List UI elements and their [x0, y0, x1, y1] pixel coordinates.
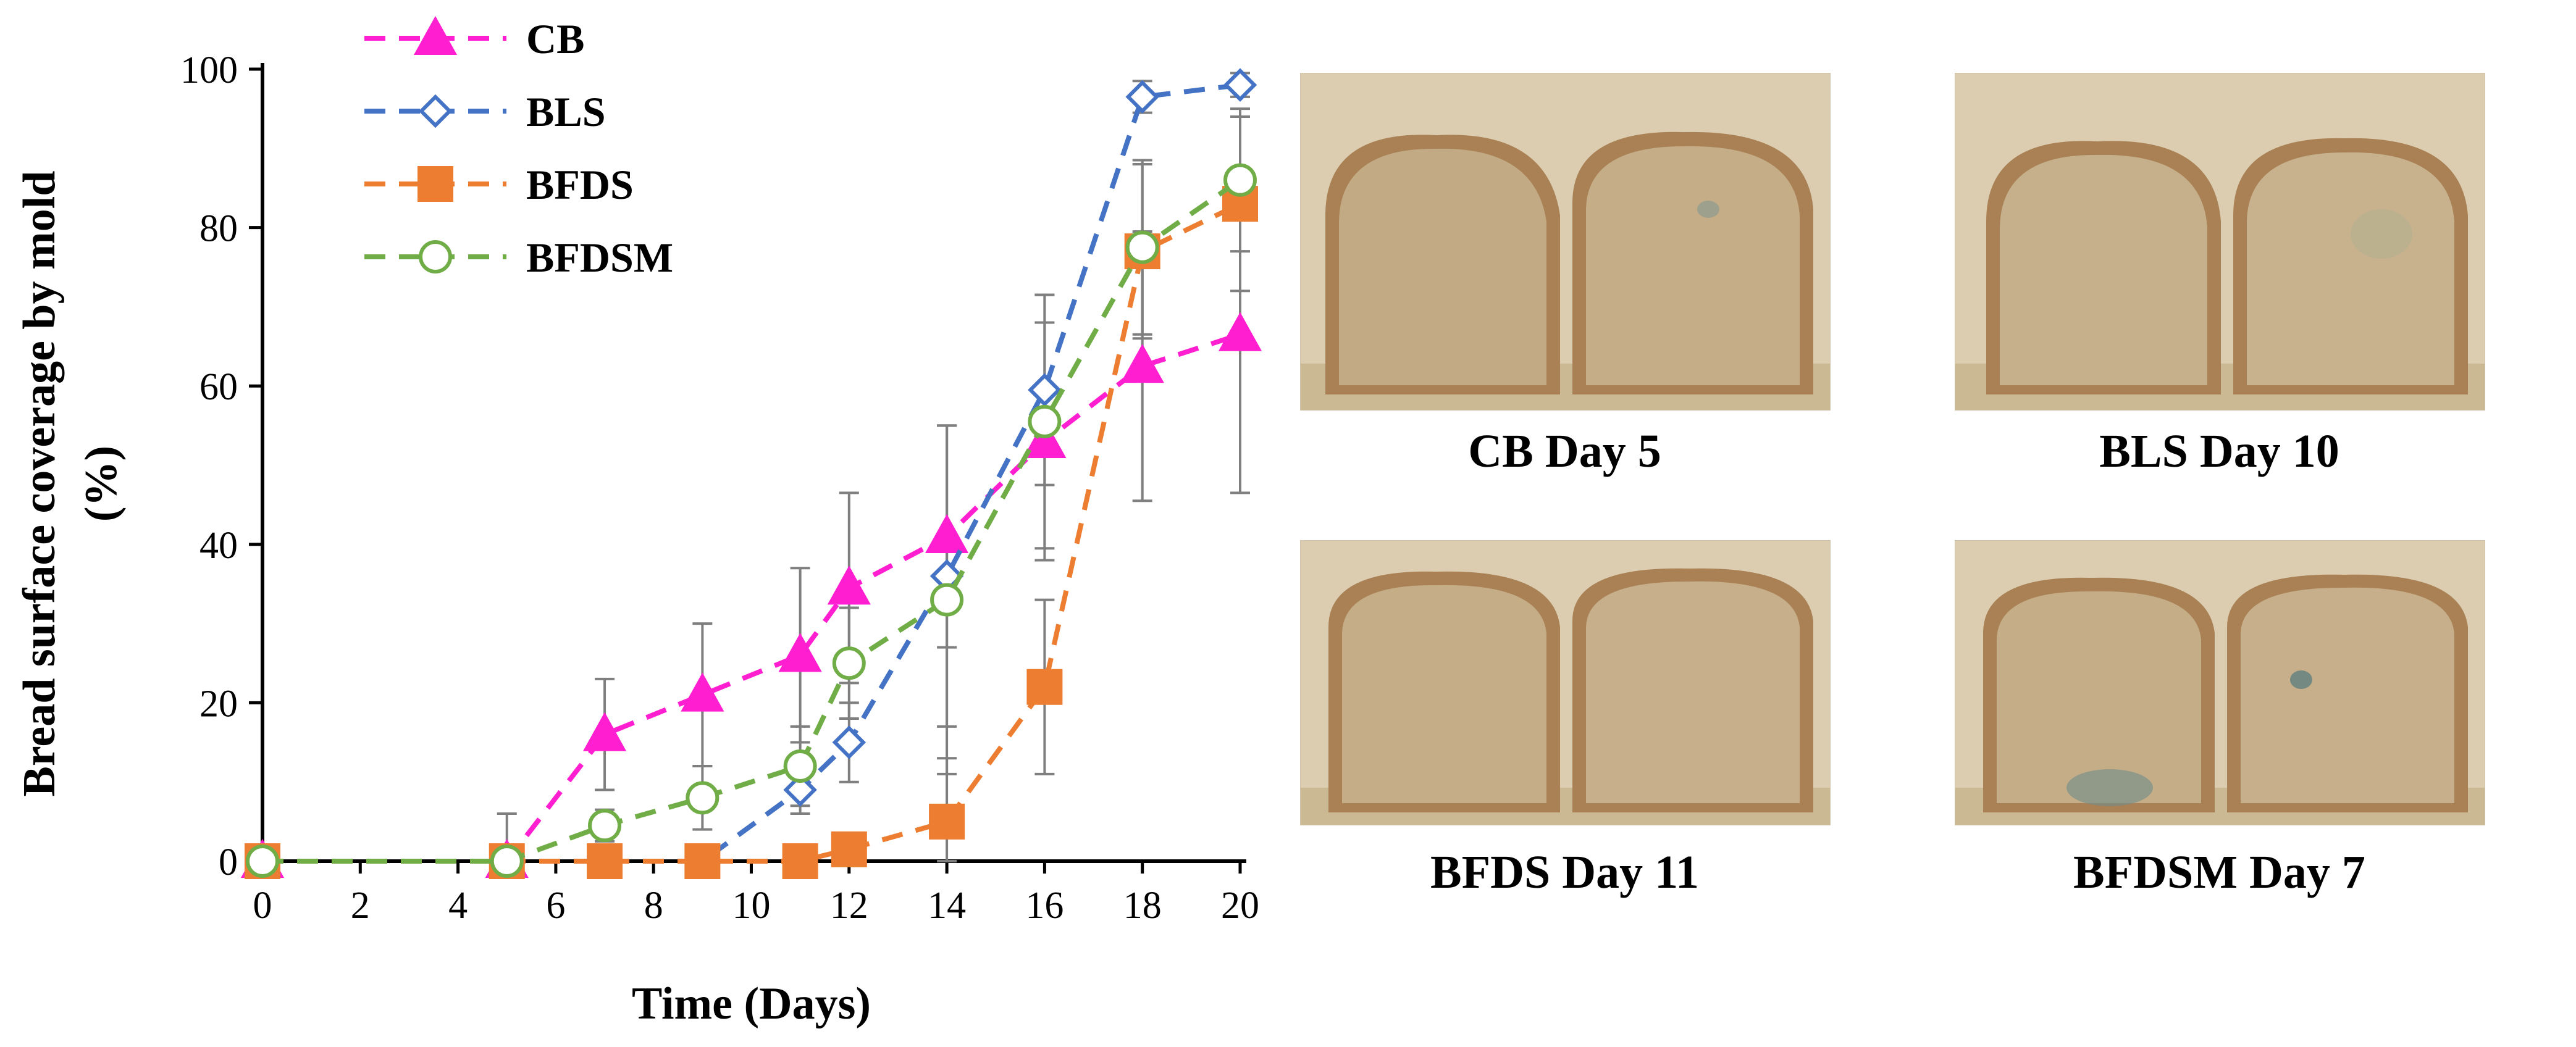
x-tick-label: 12 [830, 885, 868, 927]
legend-marker [417, 166, 453, 202]
photo-caption-bfds: BFDS Day 11 [1430, 846, 1699, 898]
data-point [246, 845, 279, 878]
legend-item-bfdsm: BFDSM [364, 234, 673, 281]
data-point [582, 712, 627, 751]
data-point [925, 514, 969, 553]
legend-marker [419, 240, 452, 273]
y-axis-title: (%) [76, 446, 127, 522]
series-bls [245, 68, 1257, 878]
x-tick-label: 18 [1123, 885, 1162, 927]
bread-slices-image [1955, 541, 2485, 825]
data-point [1125, 230, 1159, 264]
legend-label: BLS [526, 88, 606, 135]
data-point [782, 843, 818, 879]
x-tick-label: 0 [253, 885, 272, 927]
photo-cb-day-5 [1300, 73, 1831, 411]
legend-item-bls: BLS [364, 88, 606, 135]
data-point [783, 773, 817, 807]
y-tick-label: 60 [199, 366, 238, 408]
data-point [588, 809, 622, 843]
data-point [832, 646, 866, 680]
photo-bfdsm-day-7 [1955, 540, 2485, 825]
x-tick-label: 20 [1221, 885, 1259, 927]
data-point [929, 803, 965, 840]
data-point [1125, 80, 1159, 114]
y-tick-label: 80 [199, 208, 238, 250]
legend-label: CB [526, 15, 584, 62]
x-tick-label: 2 [351, 885, 370, 927]
bread-slices-image [1301, 541, 1830, 825]
legend-marker [413, 15, 458, 55]
legend-item-bfds: BFDS [364, 161, 634, 208]
photo-bfds-day-11 [1300, 540, 1831, 825]
series-line-cb [262, 332, 1241, 864]
x-tick-label: 10 [732, 885, 771, 927]
legend-marker [418, 94, 453, 128]
series-line-bfdsm [262, 178, 1242, 864]
y-axis-title: Bread surface coverage by mold [14, 171, 65, 797]
data-point [490, 845, 524, 878]
data-point [587, 843, 623, 879]
series-bfdsm [246, 163, 1257, 878]
data-point [1120, 343, 1164, 383]
data-point [1218, 312, 1262, 351]
x-tick-label: 6 [546, 885, 565, 927]
data-point [783, 749, 817, 783]
data-point [1028, 404, 1062, 438]
data-point [778, 633, 822, 672]
legend-item-cb: CB [364, 15, 584, 62]
data-point [1223, 68, 1257, 102]
photo-bls-day-10 [1955, 73, 2485, 411]
x-axis-title: Time (Days) [632, 978, 871, 1029]
data-point [684, 843, 721, 879]
legend-label: BFDS [526, 161, 634, 208]
series-cb [240, 312, 1262, 878]
photo-caption-bfdsm: BFDSM Day 7 [2073, 846, 2365, 898]
bread-slices-image [1301, 73, 1830, 410]
data-point [1028, 373, 1062, 407]
photo-caption-cb: CB Day 5 [1468, 425, 1661, 477]
data-point [1223, 163, 1257, 197]
series-line-bfds [262, 201, 1241, 864]
x-tick-label: 4 [448, 885, 468, 927]
data-point [1026, 669, 1063, 705]
legend-label: BFDSM [526, 234, 673, 281]
y-tick-label: 0 [219, 841, 238, 883]
data-point [686, 781, 720, 815]
data-point [1023, 419, 1067, 459]
data-point [681, 672, 724, 712]
bread-slices-image [1955, 73, 2485, 410]
y-tick-label: 100 [180, 49, 238, 91]
x-tick-label: 16 [1025, 885, 1064, 927]
data-point [832, 725, 866, 759]
y-tick-label: 20 [199, 683, 238, 725]
y-tick-label: 40 [199, 525, 238, 567]
mold-coverage-chart: 0 20 40 60 80 100 0 2 4 6 8 10 12 14 16 18 20 Time (Days)… [14, 15, 1262, 1029]
photo-caption-bls: BLS Day 10 [2099, 425, 2339, 477]
series-bfds [245, 186, 1258, 879]
x-tick-label: 14 [928, 885, 966, 927]
data-point [930, 583, 964, 617]
data-point [831, 831, 867, 867]
data-point [827, 565, 871, 605]
x-tick-label: 8 [644, 885, 663, 927]
